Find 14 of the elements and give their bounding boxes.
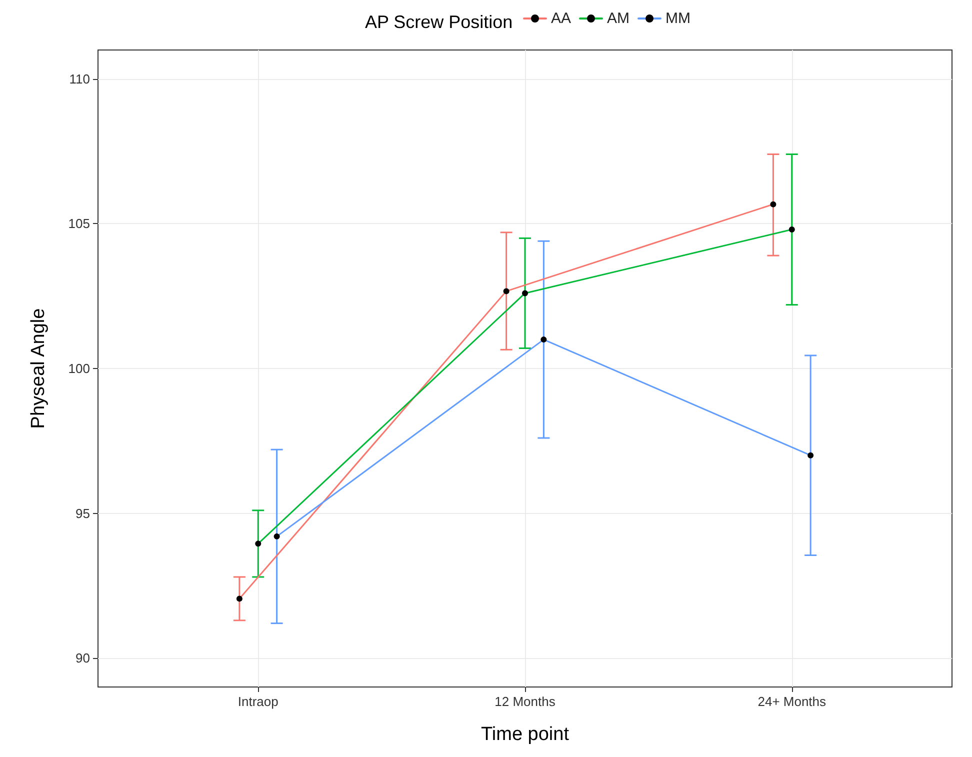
y-tick-label: 105	[68, 216, 90, 232]
x-tick-label: 12 Months	[494, 694, 556, 709]
y-tick-label: 95	[76, 506, 90, 521]
legend-title: AP Screw Position	[364, 12, 513, 32]
legend-label: AM	[607, 10, 630, 27]
y-axis-title: Physeal Angle	[28, 308, 49, 429]
legend-label: MM	[666, 10, 691, 27]
legend-label: AA	[551, 10, 572, 27]
y-tick-label: 100	[68, 361, 90, 376]
x-axis-title: Time point	[481, 724, 570, 745]
y-tick-label: 110	[69, 71, 90, 86]
x-tick-label: 24+ Months	[758, 694, 827, 709]
x-tick-label: Intraop	[238, 694, 278, 709]
y-tick-label: 90	[76, 650, 90, 666]
